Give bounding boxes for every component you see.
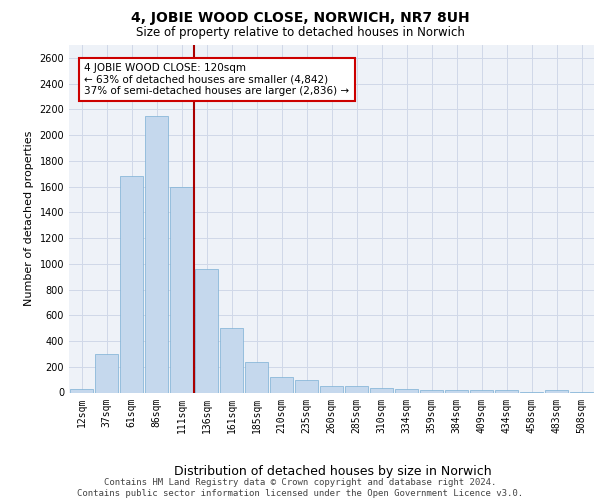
Bar — [345, 386, 368, 392]
Text: 4, JOBIE WOOD CLOSE, NORWICH, NR7 8UH: 4, JOBIE WOOD CLOSE, NORWICH, NR7 8UH — [131, 11, 469, 25]
Bar — [120, 176, 143, 392]
Bar — [270, 377, 293, 392]
Bar — [145, 116, 168, 392]
Bar — [370, 388, 393, 392]
Bar — [95, 354, 118, 393]
Bar — [470, 390, 493, 392]
Bar — [295, 380, 318, 392]
Bar — [420, 390, 443, 392]
Text: Size of property relative to detached houses in Norwich: Size of property relative to detached ho… — [136, 26, 464, 39]
Text: Distribution of detached houses by size in Norwich: Distribution of detached houses by size … — [174, 464, 492, 477]
Bar — [70, 390, 93, 392]
Bar — [495, 390, 518, 392]
Text: 4 JOBIE WOOD CLOSE: 120sqm
← 63% of detached houses are smaller (4,842)
37% of s: 4 JOBIE WOOD CLOSE: 120sqm ← 63% of deta… — [85, 63, 350, 96]
Bar — [445, 390, 468, 392]
Bar — [245, 362, 268, 392]
Y-axis label: Number of detached properties: Number of detached properties — [24, 131, 34, 306]
Text: Contains HM Land Registry data © Crown copyright and database right 2024.
Contai: Contains HM Land Registry data © Crown c… — [77, 478, 523, 498]
Bar — [545, 390, 568, 392]
Bar — [395, 388, 418, 392]
Bar — [170, 186, 193, 392]
Bar — [320, 386, 343, 392]
Bar — [195, 269, 218, 392]
Bar — [220, 328, 243, 392]
